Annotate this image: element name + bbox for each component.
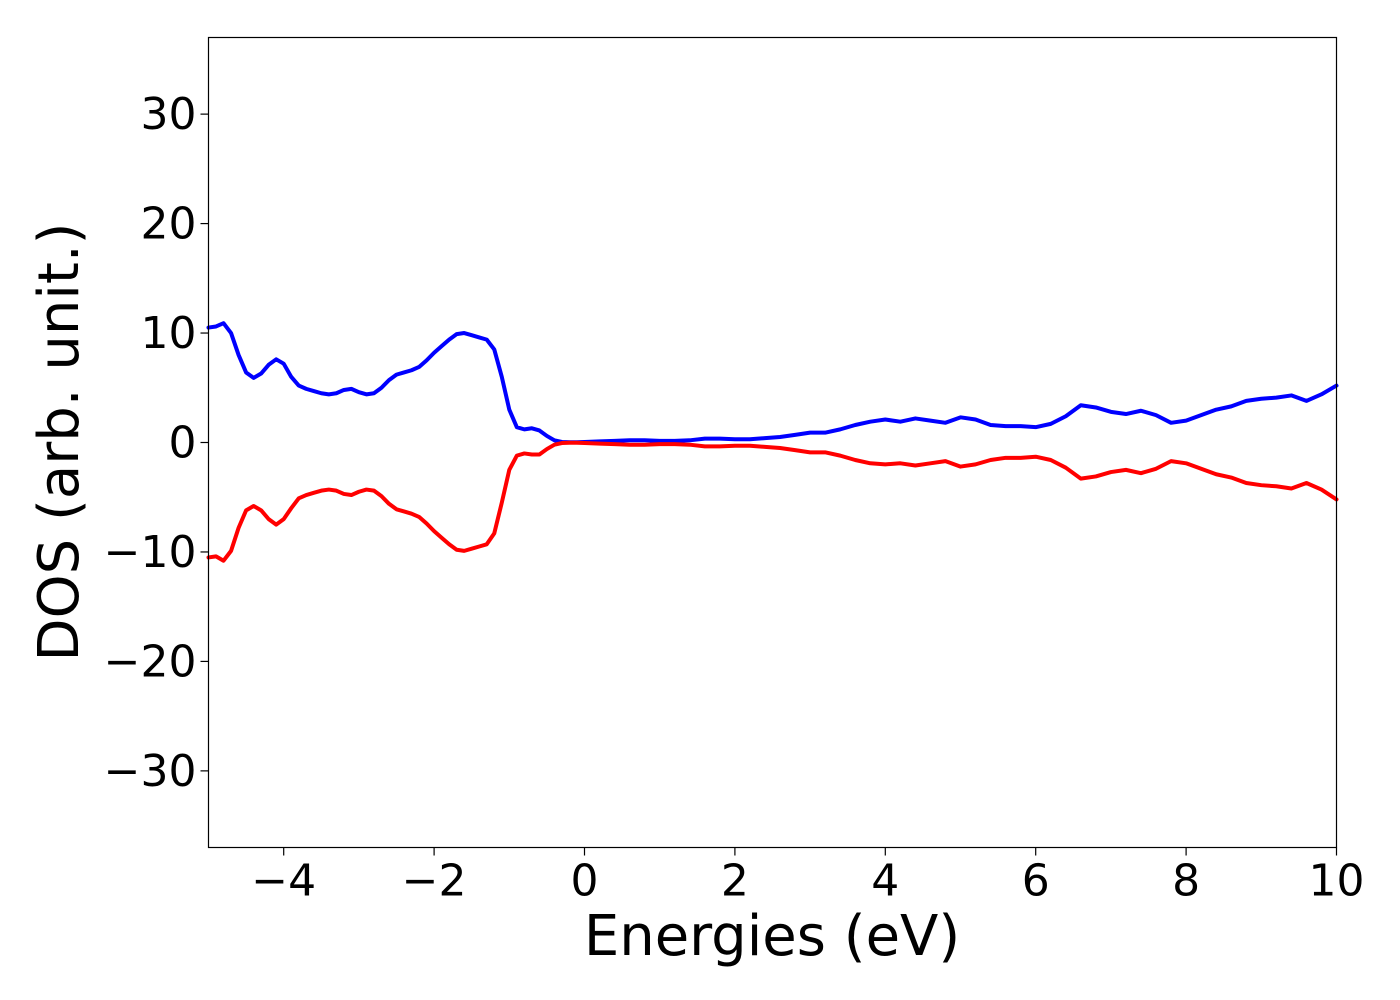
plot-frame [207,36,1338,849]
x-tick-label: 8 [1172,856,1200,907]
x-tick-label: 0 [571,856,599,907]
y-axis-title: DOS (arb. unit.) [27,222,92,661]
red-series-line [206,440,1339,563]
x-tick-label: −2 [402,856,467,907]
y-tick-label: −20 [104,636,197,687]
y-tick-label: 0 [169,418,197,469]
y-tick-label: −30 [104,746,197,797]
x-tick-label: −4 [251,856,316,907]
series-lines [206,321,1339,563]
x-tick-label: 6 [1022,856,1050,907]
x-axis-title: Energies (eV) [584,904,960,969]
y-axis-ticks: −30 −20 −10 0 10 20 30 [104,89,209,797]
x-tick-label: 2 [721,856,749,907]
y-tick-label: 10 [141,308,197,359]
x-tick-label: 10 [1309,856,1365,907]
x-tick-label: 4 [871,856,899,907]
x-axis-ticks: −4 −2 0 2 4 6 8 10 [251,847,1365,907]
blue-series-line [206,321,1339,445]
y-tick-label: 20 [141,199,197,250]
y-tick-label: 30 [141,89,197,140]
y-tick-label: −10 [104,527,197,578]
